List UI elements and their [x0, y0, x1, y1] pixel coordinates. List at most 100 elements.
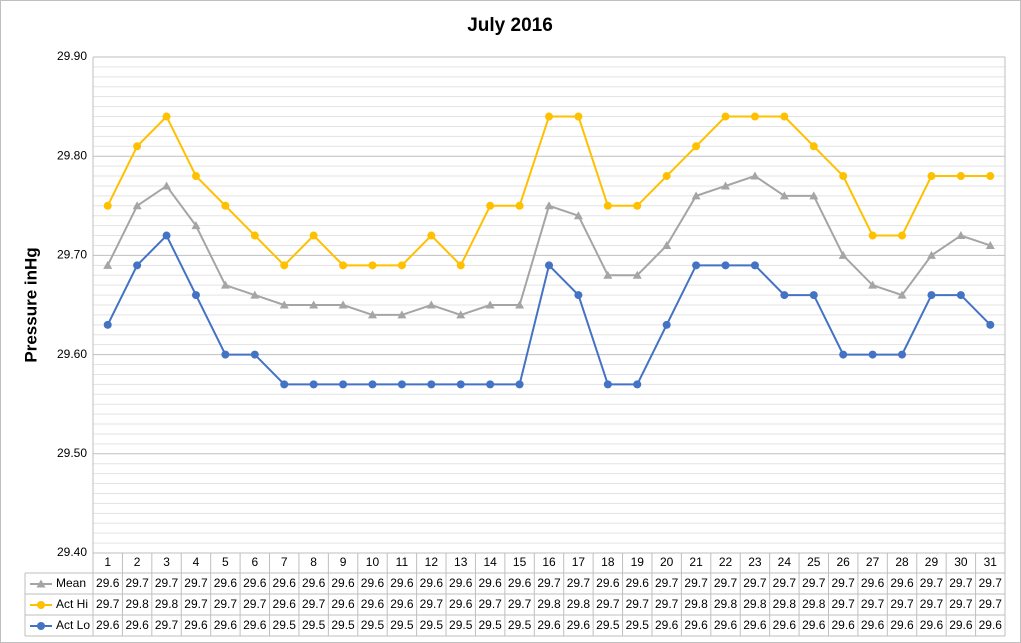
data-point: [279, 300, 289, 309]
table-value: 29.6: [773, 618, 797, 632]
x-tick-label: 30: [954, 555, 968, 569]
data-point: [103, 201, 112, 210]
data-point: [339, 261, 348, 270]
x-tick-label: 24: [778, 555, 792, 569]
data-point: [868, 231, 877, 240]
data-point: [515, 380, 524, 389]
table-value: 29.5: [273, 618, 297, 632]
data-point: [191, 291, 200, 300]
legend-key-marker: [37, 601, 45, 609]
legend-label: Mean: [56, 576, 86, 590]
data-point: [632, 270, 642, 279]
table-value: 29.6: [96, 576, 120, 590]
data-point: [750, 261, 759, 270]
table-value: 29.5: [449, 618, 473, 632]
table-value: 29.6: [184, 618, 208, 632]
table-value: 29.6: [214, 618, 238, 632]
table-value: 29.5: [361, 618, 385, 632]
y-axis-label: Pressure inHg: [21, 247, 40, 362]
table-value: 29.5: [420, 618, 444, 632]
table-value: 29.6: [626, 576, 650, 590]
table-value: 29.5: [626, 618, 650, 632]
data-point: [721, 112, 730, 121]
legend-label: Act Lo: [56, 618, 90, 632]
data-point: [986, 320, 995, 329]
data-point: [309, 231, 318, 240]
table-value: 29.5: [478, 618, 502, 632]
data-point: [986, 172, 995, 181]
x-tick-label: 25: [807, 555, 821, 569]
table-value: 29.6: [684, 618, 708, 632]
data-point: [573, 211, 583, 220]
table-value: 29.7: [949, 597, 973, 611]
table-value: 29.6: [361, 576, 385, 590]
table-value: 29.6: [508, 576, 532, 590]
data-point: [339, 380, 348, 389]
x-tick-label: 13: [454, 555, 468, 569]
table-value: 29.6: [596, 576, 620, 590]
data-point: [898, 350, 907, 359]
table-value: 29.8: [684, 597, 708, 611]
table-value: 29.6: [243, 576, 267, 590]
data-point: [162, 181, 172, 190]
data-point: [103, 320, 112, 329]
data-point: [868, 280, 878, 289]
table-value: 29.6: [714, 618, 738, 632]
data-point: [486, 380, 495, 389]
data-point: [838, 250, 848, 259]
table-value: 29.7: [155, 576, 179, 590]
table-value: 29.6: [537, 618, 561, 632]
data-point: [898, 231, 907, 240]
data-point: [221, 350, 230, 359]
data-point: [515, 201, 524, 210]
table-value: 29.7: [979, 576, 1003, 590]
data-point: [103, 260, 113, 269]
data-point: [809, 142, 818, 151]
data-point: [309, 380, 318, 389]
table-value: 29.8: [773, 597, 797, 611]
table-value: 29.7: [125, 576, 149, 590]
data-point: [397, 310, 407, 319]
chart-title: July 2016: [467, 15, 553, 36]
table-value: 29.7: [979, 597, 1003, 611]
data-point: [397, 261, 406, 270]
data-point: [692, 261, 701, 270]
data-point: [750, 171, 760, 180]
x-tick-label: 15: [513, 555, 527, 569]
x-tick-label: 27: [866, 555, 880, 569]
data-point: [485, 300, 495, 309]
data-point: [250, 290, 260, 299]
table-value: 29.8: [125, 597, 149, 611]
table-value: 29.7: [684, 576, 708, 590]
table-value: 29.7: [420, 597, 444, 611]
legend-label: Act Hi: [56, 597, 88, 611]
table-value: 29.6: [861, 576, 885, 590]
data-point: [486, 201, 495, 210]
table-value: 29.7: [773, 576, 797, 590]
table-value: 29.6: [273, 576, 297, 590]
table-value: 29.5: [331, 618, 355, 632]
data-point: [662, 240, 672, 249]
data-point: [750, 112, 759, 121]
table-value: 29.6: [302, 576, 326, 590]
table-value: 29.8: [567, 597, 591, 611]
data-point: [456, 380, 465, 389]
table-value: 29.7: [243, 597, 267, 611]
table-value: 29.7: [478, 597, 502, 611]
data-point: [456, 261, 465, 270]
table-value: 29.7: [920, 597, 944, 611]
data-point: [809, 291, 818, 300]
x-tick-label: 31: [984, 555, 998, 569]
data-point: [250, 231, 259, 240]
table-value: 29.7: [184, 576, 208, 590]
data-point: [633, 201, 642, 210]
data-point: [397, 380, 406, 389]
data-point: [897, 290, 907, 299]
data-point: [545, 112, 553, 121]
data-point: [985, 240, 995, 249]
data-point: [132, 201, 142, 210]
table-value: 29.7: [920, 576, 944, 590]
x-tick-label: 9: [340, 555, 347, 569]
table-value: 29.7: [537, 576, 561, 590]
